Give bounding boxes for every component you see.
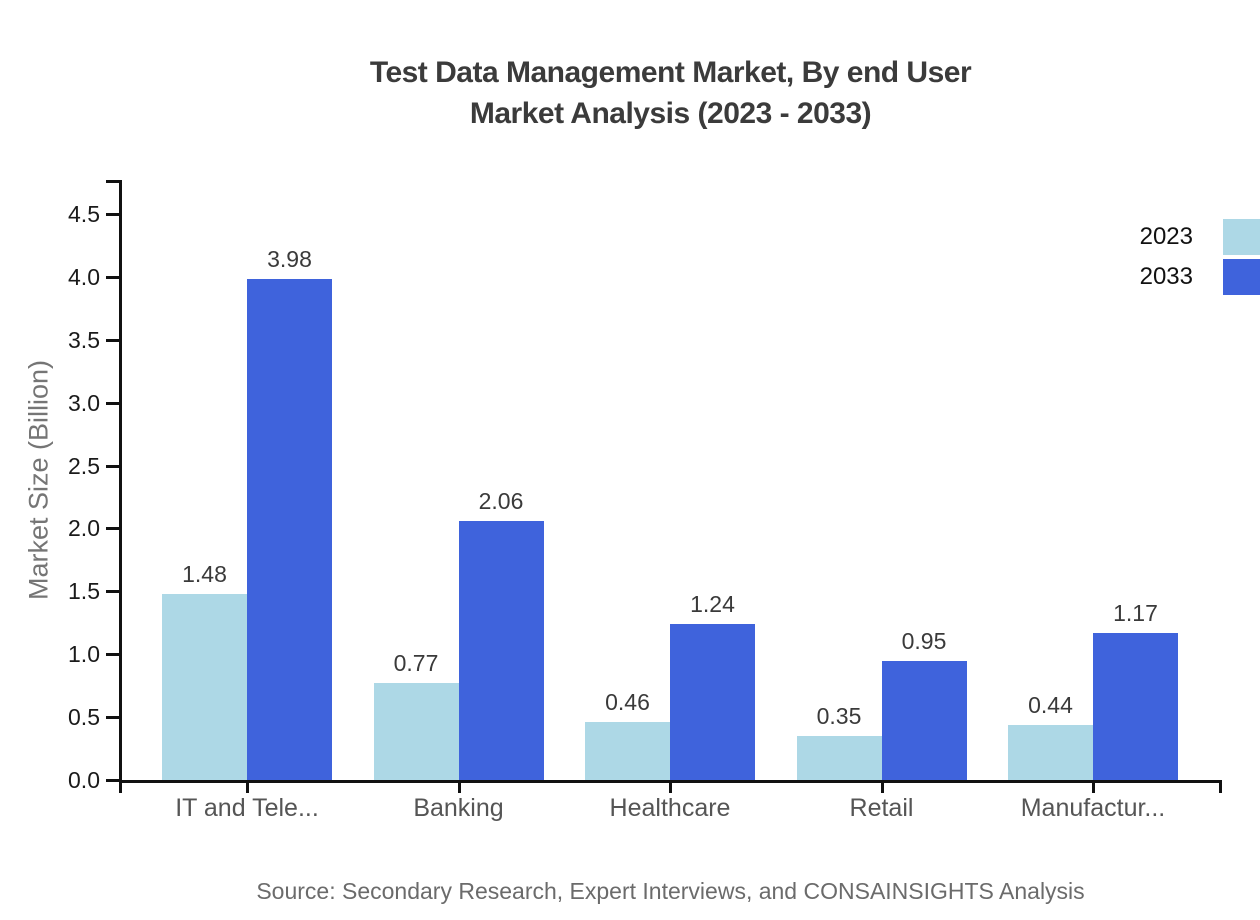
y-tick-label: 1.0: [68, 641, 100, 668]
bar-value-label: 1.17: [1113, 599, 1158, 626]
legend-label: 2033: [1139, 263, 1193, 290]
legend-item: 2033: [1140, 259, 1260, 295]
y-tick-mark: [106, 338, 119, 342]
bar: [458, 520, 544, 780]
x-category-label: Retail: [849, 794, 914, 822]
y-tick-mark: [106, 527, 119, 531]
bar-value-label: 1.24: [690, 591, 735, 618]
bar: [247, 279, 332, 780]
x-tick-mark: [880, 780, 884, 793]
y-tick-mark: [106, 716, 119, 720]
legend-swatch: [1223, 259, 1260, 295]
x-tick-mark: [246, 780, 249, 793]
legend-swatch: [1223, 219, 1260, 255]
bar: [373, 683, 459, 780]
x-tick-mark: [457, 780, 461, 793]
x-tick-mark: [669, 780, 672, 793]
bar: [796, 735, 882, 780]
bar-value-label: 0.35: [816, 702, 862, 729]
bar: [881, 660, 967, 780]
bar-value-label: 3.98: [267, 246, 312, 273]
bar-value-label: 0.77: [393, 650, 439, 677]
x-tick-mark: [119, 780, 122, 793]
bar-value-label: 1.48: [182, 560, 227, 587]
chart-title-line1: Test Data Management Market, By end User: [369, 56, 972, 89]
bar: [1008, 724, 1093, 780]
bar: [670, 624, 755, 780]
y-tick-label: 3.0: [68, 389, 100, 416]
chart-legend: 2023 2033: [1140, 219, 1260, 299]
y-tick-mark: [106, 212, 119, 216]
bar: [1093, 632, 1178, 780]
bar: [162, 593, 247, 780]
y-tick-label: 2.0: [68, 515, 100, 542]
x-category-label: Manufactur...: [1020, 794, 1166, 822]
y-tick-label: 2.5: [68, 452, 100, 479]
legend-item: 2023: [1140, 219, 1260, 255]
y-tick-mark: [106, 653, 119, 657]
y-tick-label: 1.5: [68, 578, 100, 605]
bar-value-label: 0.44: [1028, 691, 1073, 718]
bar-value-label: 0.95: [901, 627, 947, 654]
bar: [585, 722, 670, 780]
y-tick-label: 4.5: [68, 200, 100, 227]
y-axis-line: [119, 180, 122, 783]
x-category-label: IT and Tele...: [175, 794, 319, 822]
y-tick-mark: [106, 275, 119, 279]
x-tick-mark: [1219, 780, 1222, 793]
bar-value-label: 2.06: [478, 487, 524, 514]
y-axis-endcap: [106, 180, 119, 183]
chart-title-line2: Market Analysis (2023 - 2033): [469, 97, 872, 130]
y-tick-label: 4.0: [68, 263, 100, 290]
x-category-label: Healthcare: [609, 794, 731, 822]
x-category-label: Banking: [413, 794, 504, 822]
source-attribution: Source: Secondary Research, Expert Inter…: [256, 878, 1085, 904]
chart-title: Test Data Management Market, By end User…: [119, 52, 1222, 134]
x-tick-mark: [1092, 780, 1095, 793]
y-tick-label: 0.5: [68, 704, 100, 731]
y-tick-mark: [106, 779, 119, 782]
y-tick-mark: [106, 401, 119, 405]
y-tick-label: 0.0: [68, 767, 100, 793]
y-tick-label: 3.5: [68, 326, 100, 353]
y-tick-mark: [106, 464, 119, 468]
legend-label: 2023: [1139, 223, 1193, 250]
bar-value-label: 0.46: [605, 689, 650, 716]
y-tick-mark: [106, 590, 119, 594]
